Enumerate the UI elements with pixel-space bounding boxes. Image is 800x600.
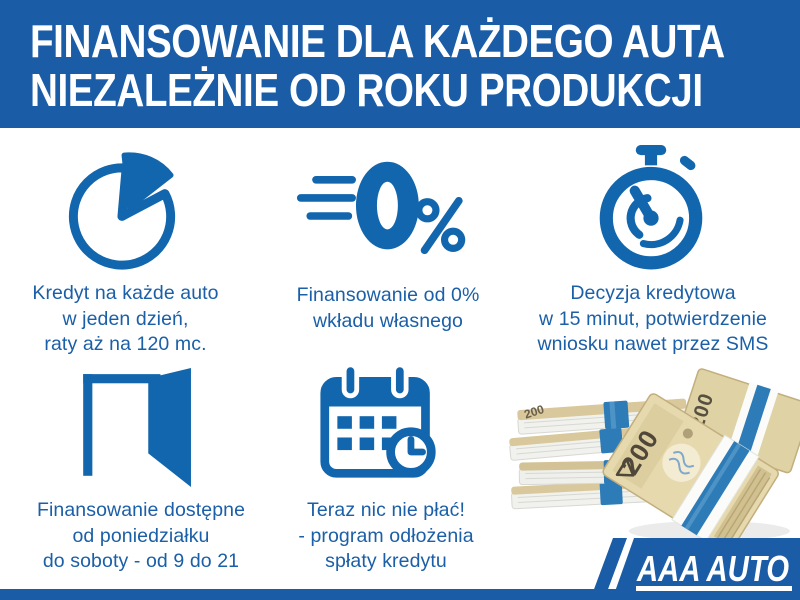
open-door-icon (83, 368, 191, 487)
logo-text: AAA AUTO (636, 548, 789, 589)
feature-line: raty aż na 120 mc. (44, 333, 207, 355)
feature-line: w jeden dzień, (62, 307, 189, 330)
feature-line: Decyzja kredytowa (570, 282, 736, 304)
feature-text-decision: Decyzja kredytowa w 15 minut, potwierdze… (524, 281, 782, 358)
logo-stripe (590, 538, 627, 600)
feature-line: Kredyt na każde auto (32, 282, 219, 304)
banknote-value-label: 200 (522, 402, 546, 422)
feature-line: Teraz nic nie płać! (307, 499, 465, 521)
zero-percent-icon (296, 161, 466, 255)
feature-text-availability: Finansowanie dostępne od poniedziałku do… (12, 498, 270, 575)
feature-line: w 15 minut, potwierdzenie (539, 307, 767, 330)
feature-text-zero-percent: Finansowanie od 0% wkładu własnego (268, 283, 508, 334)
headline-line-1: FINANSOWANIE DLA KAŻDEGO AUTA (30, 15, 725, 67)
pie-chart-icon (68, 152, 176, 270)
feature-line: wkładu własnego (312, 309, 463, 332)
feature-line: Finansowanie od 0% (296, 284, 480, 306)
feature-line: - program odłożenia (298, 524, 474, 547)
feature-text-credit: Kredyt na każde auto w jeden dzień, raty… (8, 281, 243, 358)
logo-underline (636, 586, 792, 591)
feature-line: spłaty kredytu (325, 550, 447, 572)
feature-line: do soboty - od 9 do 21 (42, 550, 240, 572)
feature-line: Finansowanie dostępne (36, 499, 246, 521)
headline-line-2: NIEZALEŻNIE OD ROKU PRODUKCJI (30, 64, 703, 116)
logo-band (612, 538, 800, 600)
calendar-clock-icon (320, 362, 436, 478)
stopwatch-icon (599, 145, 703, 270)
feature-text-deferral: Teraz nic nie płać! - program odłożenia … (266, 498, 506, 575)
money-bundle-front: 200 (602, 393, 779, 547)
feature-line: wniosku nawet przez SMS (537, 333, 769, 355)
aaa-auto-logo: AAA AUTO (590, 538, 800, 600)
footer-stripe (0, 589, 800, 600)
header-banner: FINANSOWANIE DLA KAŻDEGO AUTA NIEZALEŻNI… (0, 0, 800, 128)
feature-line: od poniedziałku (72, 524, 210, 547)
money-stacks-image: 200 200 200 (509, 368, 800, 547)
